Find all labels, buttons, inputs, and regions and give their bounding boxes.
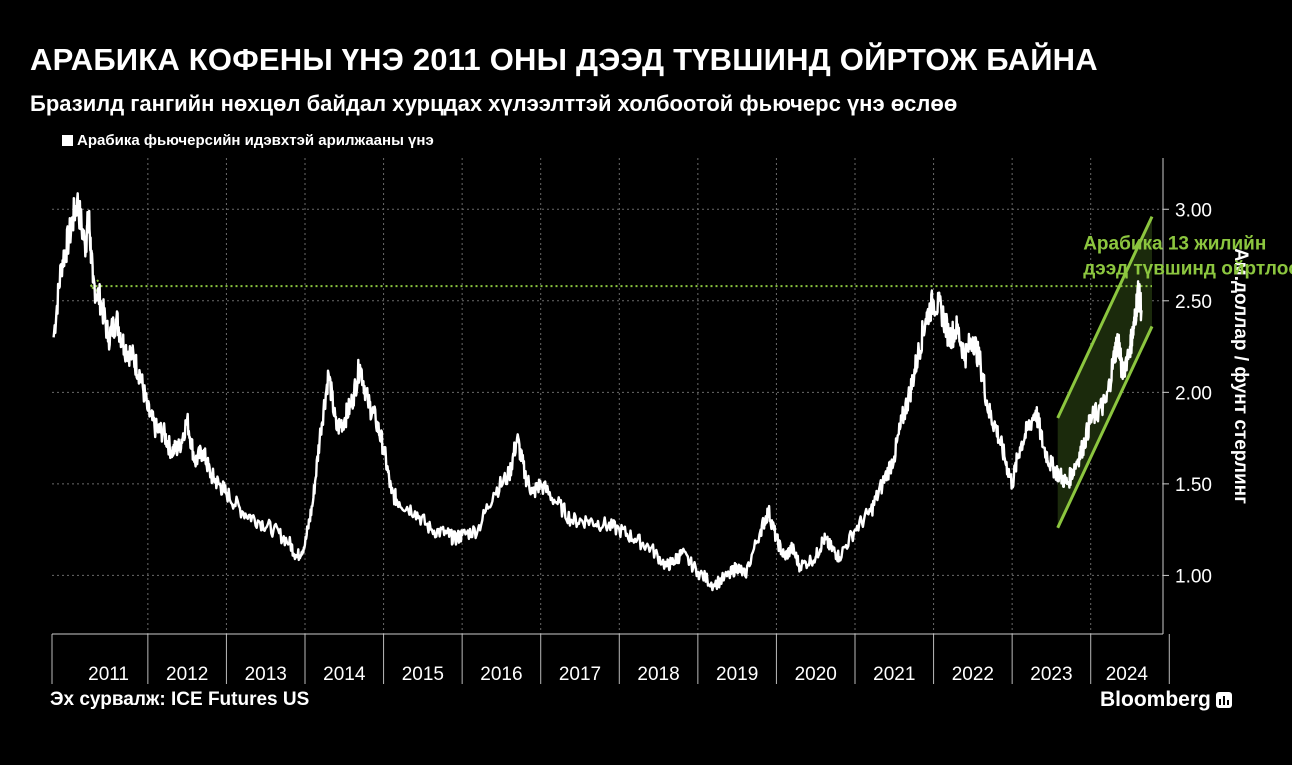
y-tick-label: 1.00 [1175,566,1212,587]
y-tick-label: 3.00 [1175,200,1212,221]
bloomberg-chart-icon [1215,692,1232,708]
brand-logo: Bloomberg [1100,688,1232,712]
y-tick-label: 2.50 [1175,292,1212,313]
channel-lower-line [1056,325,1154,529]
x-tick-label: 2012 [166,664,208,685]
y-tick-label: 2.00 [1175,383,1212,404]
x-tick-label: 2016 [480,664,522,685]
legend-label: Арабика фьючерсийн идэвхтэй арилжааны үн… [77,132,434,149]
y-tick-label: 1.50 [1175,475,1212,496]
x-tick-label: 2020 [795,664,837,685]
series-line-arabica [52,192,1143,592]
x-tick-label: 2011 [88,664,129,685]
annotation-label: Арабика 13 жилийн [1083,234,1266,255]
x-tick-label: 2013 [245,664,287,685]
x-tick-label: 2023 [1030,664,1072,685]
x-tick-label: 2022 [952,664,994,685]
channel-upper-line [1056,215,1154,419]
x-tick-label: 2019 [716,664,758,685]
x-tick-label: 2015 [402,664,444,685]
x-tick-label: 2018 [637,664,679,685]
annotation-label: дээд түвшинд ойртлоо [1083,259,1292,280]
brand-name: Bloomberg [1100,688,1211,711]
chart-title: АРАБИКА КОФЕНЫ ҮНЭ 2011 ОНЫ ДЭЭД ТҮВШИНД… [30,42,1098,77]
x-tick-label: 2014 [323,664,366,685]
chart-subtitle: Бразилд гангийн нөхцөл байдал хурцдах хү… [30,91,958,116]
source-note: Эх сурвалж: ICE Futures US [50,689,310,710]
x-tick-label: 2024 [1106,664,1149,685]
y-axis-label: Ам.доллар / фунт стерлинг [1230,248,1251,504]
x-tick-label: 2021 [873,664,915,685]
x-tick-label: 2017 [559,664,601,685]
legend-swatch [62,135,73,146]
chart-legend: Арабика фьючерсийн идэвхтэй арилжааны үн… [62,132,434,149]
